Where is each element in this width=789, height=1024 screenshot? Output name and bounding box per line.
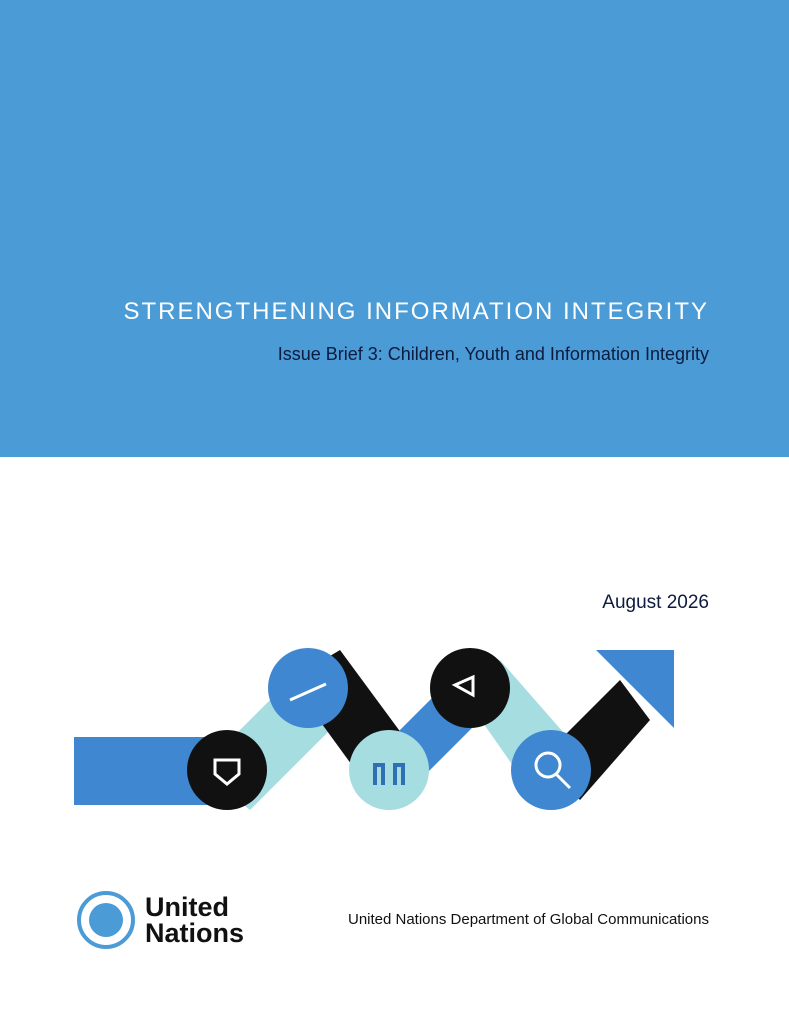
header-band: [0, 0, 789, 457]
icon-circle: [268, 648, 348, 728]
icons: [213, 674, 572, 790]
icon-circle: [187, 730, 267, 810]
icon: [373, 763, 405, 785]
logo-text: United Nations: [145, 892, 245, 948]
department: United Nations Department of Global Comm…: [347, 911, 709, 928]
date: August 2026: [602, 592, 709, 613]
icon-circle: [511, 730, 591, 810]
arrow-head: [596, 650, 674, 728]
icon-circle: [349, 730, 429, 810]
subtitle: Issue Brief 3: Children, Youth and Infor…: [277, 344, 709, 364]
logo-line: United: [145, 892, 229, 922]
un-emblem: [89, 903, 123, 937]
icon-circle: [430, 648, 510, 728]
un-emblem: [77, 891, 135, 949]
title: STRENGTHENING INFORMATION INTEGRITY: [123, 298, 709, 325]
logo-line: Nations: [145, 918, 245, 948]
